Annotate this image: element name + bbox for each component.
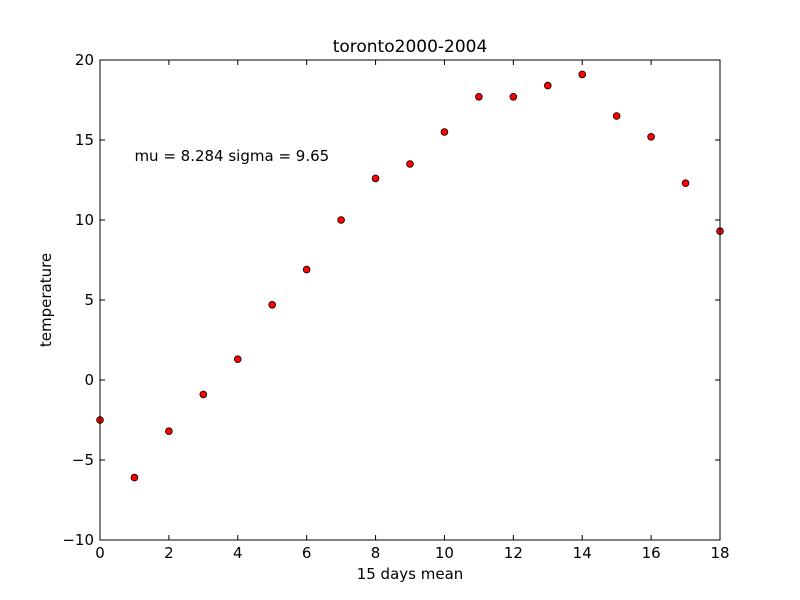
points-layer [96, 70, 724, 482]
data-point [440, 128, 449, 136]
stats-annotation: mu = 8.284 sigma = 9.65 [134, 147, 329, 165]
data-point [681, 179, 690, 188]
x-tick-label: 8 [371, 544, 381, 562]
data-point [509, 93, 518, 101]
x-tick-label: 14 [573, 544, 592, 562]
data-point [578, 70, 587, 79]
y-tick-label: 5 [84, 291, 94, 309]
x-axis-label: 15 days mean [357, 565, 464, 583]
y-tick-label: −5 [72, 451, 94, 469]
data-point [268, 300, 277, 309]
data-point [130, 473, 139, 482]
data-point [337, 216, 345, 224]
x-tick-label: 18 [710, 544, 729, 562]
x-tick-label: 0 [95, 544, 105, 562]
x-tick-label: 2 [164, 544, 174, 562]
data-point [612, 112, 621, 120]
data-point [647, 133, 655, 141]
x-tick-label: 6 [302, 544, 312, 562]
data-point [475, 93, 483, 101]
chart-title: toronto2000-2004 [333, 37, 488, 57]
data-point [165, 427, 173, 436]
x-tick-label: 4 [233, 544, 243, 562]
y-tick-label: 10 [75, 211, 94, 229]
data-point [371, 174, 380, 183]
data-point [406, 160, 414, 168]
data-point [199, 390, 208, 399]
data-point [302, 265, 311, 274]
y-tick-label: 15 [75, 131, 94, 149]
y-tick-label: −10 [62, 531, 94, 549]
plot-frame [99, 59, 721, 541]
data-point [233, 355, 242, 364]
x-tick-label: 12 [504, 544, 523, 562]
y-tick-label: 20 [75, 51, 94, 69]
y-axis-label: temperature [37, 253, 55, 347]
x-tick-label: 16 [642, 544, 661, 562]
y-tick-label: 0 [84, 371, 94, 389]
data-point [543, 81, 552, 90]
ticks-layer: 0 2 4 6 8 10 12 14 16 18 −10 −5 0 5 10 15 20 [62, 51, 729, 562]
x-tick-label: 10 [435, 544, 454, 562]
